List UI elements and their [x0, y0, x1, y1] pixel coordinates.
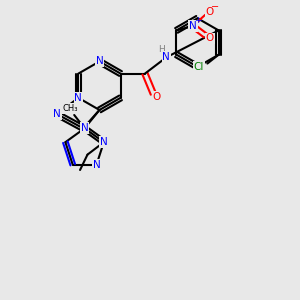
Text: O: O: [153, 92, 161, 102]
Text: O: O: [206, 33, 214, 43]
Text: N: N: [74, 93, 82, 103]
Text: +: +: [194, 16, 202, 25]
Text: N: N: [100, 137, 108, 147]
Text: −: −: [211, 2, 219, 12]
Text: CH₃: CH₃: [63, 104, 78, 113]
Text: H: H: [158, 45, 164, 54]
Text: Cl: Cl: [194, 62, 204, 72]
Text: N: N: [189, 21, 197, 31]
Text: N: N: [96, 56, 103, 67]
Text: N: N: [53, 109, 61, 119]
Text: O: O: [206, 7, 214, 17]
Text: N: N: [163, 52, 170, 62]
Text: N: N: [81, 123, 88, 133]
Text: N: N: [93, 160, 101, 170]
